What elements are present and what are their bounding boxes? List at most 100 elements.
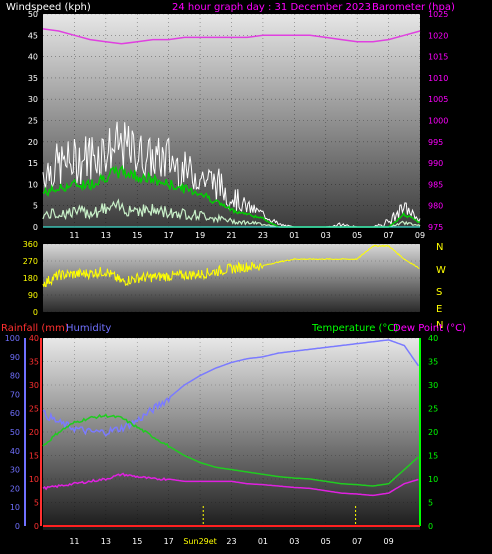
barometer-y-tick-label: 1005: [428, 95, 448, 104]
rainfall-y-tick-label: 15: [29, 452, 39, 461]
rainfall-y-tick-label: 10: [29, 475, 39, 484]
temperature-series: [42, 413, 419, 487]
wind-x-tick-label: 03: [321, 231, 331, 240]
barometer-y-tick-label: 1025: [428, 10, 448, 19]
direction-y-tick-label: 270: [23, 257, 38, 266]
wind-x-tick-label: 21: [226, 231, 236, 240]
humidity-y-tick-label: 80: [10, 372, 20, 381]
compass-label: N: [436, 320, 443, 331]
humidity-y-tick-label: 0: [15, 522, 20, 531]
barometer-y-tick-label: 980: [428, 202, 443, 211]
humidity-y-tick-label: 70: [10, 390, 20, 399]
temperature-y-tick-label: 25: [428, 405, 438, 414]
barometer-y-tick-label: 985: [428, 180, 443, 189]
temperature-y-tick-label: 0: [428, 522, 433, 531]
wind-y-tick-label: 20: [28, 138, 38, 147]
temp-x-tick-label: 03: [289, 537, 299, 546]
barometer-series: [42, 28, 421, 45]
direction-y-tick-label: 360: [23, 240, 38, 249]
humidity-y-tick-label: 30: [10, 466, 20, 475]
barometer-y-tick-label: 975: [428, 223, 443, 232]
grid-layer: [24, 13, 421, 527]
wind-x-tick-label: 13: [101, 231, 111, 240]
wind-x-tick-label: 23: [258, 231, 268, 240]
temp-x-tick-label: 01: [258, 537, 268, 546]
wind-x-tick-label: 09: [415, 231, 425, 240]
temp-x-tick-label: 07: [352, 537, 362, 546]
rainfall-y-tick-label: 5: [34, 499, 39, 508]
temp-x-tick-label: 09: [383, 537, 393, 546]
compass-label: W: [436, 265, 446, 276]
wind-x-tick-label: 01: [289, 231, 299, 240]
humidity-y-tick-label: 20: [10, 484, 20, 493]
direction-panel-background: [43, 244, 420, 312]
tick-label-layer: 0510152025303540455097598098599099510001…: [5, 10, 449, 546]
dewpoint-legend: Dew Point (°C): [393, 323, 466, 334]
barometer-y-tick-label: 1015: [428, 53, 448, 62]
temp-x-tick-label: 11: [69, 537, 79, 546]
compass-label: S: [436, 287, 442, 298]
compass-label: E: [436, 304, 442, 315]
temperature-y-tick-label: 10: [428, 475, 438, 484]
dewpoint-series: [42, 472, 419, 497]
humidity-series: [42, 339, 420, 437]
wind-x-tick-label: 11: [69, 231, 79, 240]
rainfall-y-tick-label: 25: [29, 405, 39, 414]
graph-title: 24 hour graph day : 31 December 2023: [172, 2, 371, 13]
rainfall-y-tick-label: 35: [29, 358, 39, 367]
temp-x-tick-label: 05: [321, 537, 331, 546]
rainfall-legend: Rainfall (mm): [1, 323, 69, 334]
wind-x-tick-label: 15: [132, 231, 142, 240]
temp-x-tick-label: 17: [164, 537, 174, 546]
humidity-y-tick-label: 60: [10, 409, 20, 418]
temperature-y-tick-label: 35: [428, 358, 438, 367]
wind-y-tick-label: 30: [28, 95, 38, 104]
barometer-axis-title: Barometer (hpa): [372, 2, 455, 13]
temp-x-tick-label: 13: [101, 537, 111, 546]
temperature-y-tick-label: 30: [428, 381, 438, 390]
rainfall-y-tick-label: 0: [34, 522, 39, 531]
wind-y-tick-label: 5: [33, 202, 38, 211]
rainfall-y-tick-label: 30: [29, 381, 39, 390]
wind-x-tick-label: 05: [352, 231, 362, 240]
rainfall-y-tick-label: 20: [29, 428, 39, 437]
wind-y-tick-label: 15: [28, 159, 38, 168]
humidity-y-tick-label: 50: [10, 428, 20, 437]
temperature-legend: Temperature (°C): [311, 323, 398, 334]
temp-x-tick-label: 15: [132, 537, 142, 546]
humidity-y-tick-label: 100: [5, 334, 20, 343]
wind-y-tick-label: 35: [28, 74, 38, 83]
wind-x-tick-label: 17: [164, 231, 174, 240]
wind-y-tick-label: 10: [28, 180, 38, 189]
humidity-legend: Humidity: [66, 323, 111, 334]
temperature-y-tick-label: 40: [428, 334, 438, 343]
barometer-y-tick-label: 1000: [428, 117, 448, 126]
barometer-y-tick-label: 990: [428, 159, 443, 168]
humidity-y-tick-label: 40: [10, 447, 20, 456]
humidity-y-tick-label: 90: [10, 353, 20, 362]
direction-y-tick-label: 180: [23, 274, 38, 283]
temp-x-tick-label: Sun29et: [183, 537, 216, 546]
barometer-y-tick-label: 1020: [428, 31, 448, 40]
temperature-y-tick-label: 20: [428, 428, 438, 437]
wind-y-tick-label: 45: [28, 31, 38, 40]
humidity-y-tick-label: 10: [10, 503, 20, 512]
temperature-y-tick-label: 5: [428, 499, 433, 508]
temperature-y-tick-label: 15: [428, 452, 438, 461]
direction-y-tick-label: 0: [33, 308, 38, 317]
wind-x-tick-label: 07: [383, 231, 393, 240]
wind-y-tick-label: 40: [28, 53, 38, 62]
barometer-y-tick-label: 1010: [428, 74, 448, 83]
series-layer: [42, 28, 421, 527]
direction-y-tick-label: 90: [28, 291, 38, 300]
wind-axis-title: Windspeed (kph): [6, 2, 91, 13]
wind-y-tick-label: 25: [28, 117, 38, 126]
barometer-y-tick-label: 995: [428, 138, 443, 147]
temp-x-tick-label: 23: [226, 537, 236, 546]
temp-panel-background: [43, 338, 420, 530]
wind-y-tick-label: 50: [28, 10, 38, 19]
wind-y-tick-label: 0: [33, 223, 38, 232]
wind-x-tick-label: 19: [195, 231, 205, 240]
wind-direction-series: [42, 244, 420, 287]
